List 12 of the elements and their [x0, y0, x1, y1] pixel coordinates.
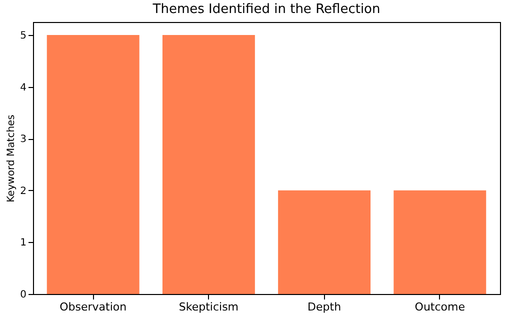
x-tick-label: Skepticism — [178, 300, 239, 314]
y-tick-label: 3 — [20, 134, 26, 146]
x-tick-label: Depth — [308, 300, 342, 314]
y-tick-label: 5 — [20, 30, 26, 42]
y-tick-label: 2 — [20, 186, 26, 197]
x-tick-label: Observation — [60, 300, 127, 314]
y-tick-label: 1 — [20, 238, 26, 249]
y-tick-label: 4 — [20, 82, 26, 94]
chart-title: Themes Identified in the Reflection — [152, 2, 380, 17]
y-axis-title: Keyword Matches — [6, 114, 18, 202]
x-tick-label: Outcome — [414, 300, 466, 314]
y-tick-label: 0 — [20, 290, 26, 300]
